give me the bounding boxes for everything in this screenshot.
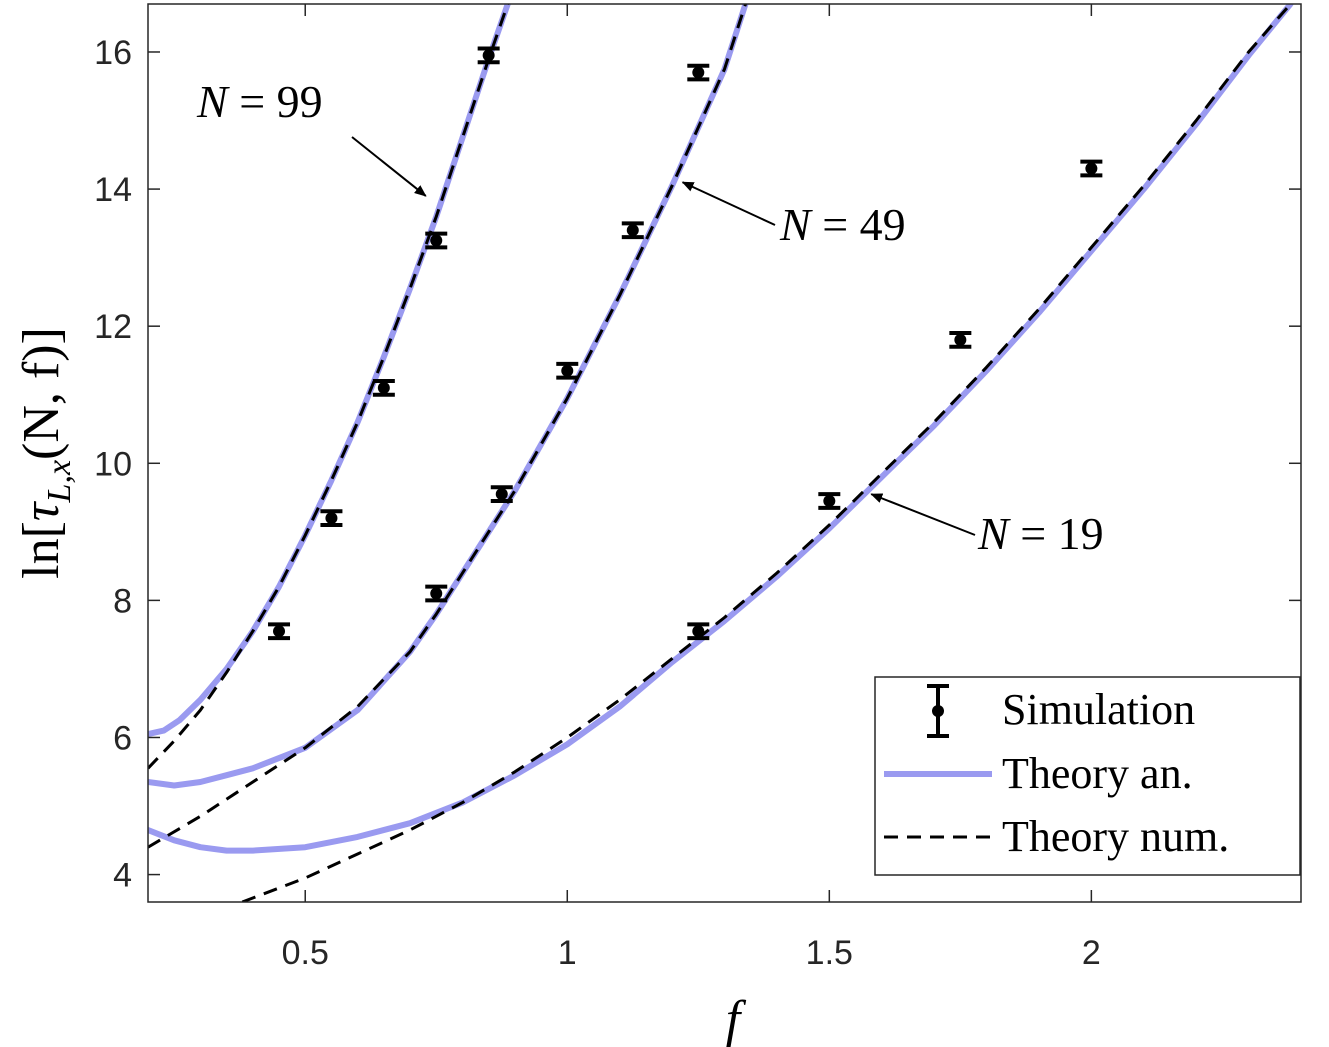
x-tick-label: 1 — [558, 934, 577, 972]
y-label-args: (N, f)] — [13, 327, 70, 460]
annotation-arrow-3 — [870, 493, 976, 536]
simulation-layer — [268, 46, 1103, 641]
theory-num-line-n19 — [241, 4, 1292, 902]
simulation-point-n99 — [372, 379, 395, 397]
simulation-point-n99 — [268, 622, 291, 641]
simulation-point-n49 — [425, 584, 448, 603]
series-layer — [148, 4, 1294, 902]
tick-layer: 0.5 1 1.5 2 4 6 8 10 12 14 16 — [94, 4, 1301, 972]
simulation-point-n19 — [949, 331, 972, 349]
simulation-point-n19 — [818, 492, 841, 510]
simulation-point-n49 — [490, 485, 513, 503]
y-tick-label: 12 — [94, 308, 132, 346]
legend-label-theory-num: Theory num. — [1002, 812, 1229, 861]
y-label-subscript: L,x — [41, 460, 78, 504]
annotation-arrow-1 — [351, 136, 427, 197]
y-axis-label: ln[τL,x(N, f)] — [13, 327, 78, 579]
y-tick-label: 8 — [113, 582, 132, 620]
simulation-point-n49 — [556, 361, 579, 380]
theory-num-line-n49 — [148, 4, 747, 849]
annotation-label-1: N = 99 — [196, 76, 323, 127]
plot-frame — [147, 3, 1302, 903]
simulation-point-n99 — [477, 46, 500, 65]
y-tick-label: 4 — [113, 857, 132, 895]
simulation-point-n49 — [687, 63, 710, 82]
legend-label-theory-an: Theory an. — [1002, 749, 1193, 798]
legend: Simulation Theory an. Theory num. — [874, 676, 1301, 876]
x-tick-label: 0.5 — [282, 934, 329, 972]
y-label-prefix: ln[ — [13, 521, 70, 579]
y-tick-label: 6 — [113, 719, 132, 757]
y-label-tau: τ — [13, 500, 70, 521]
x-axis-label: f — [726, 991, 747, 1047]
annotation-label-3: N = 19 — [977, 508, 1104, 559]
annotation-layer: N = 99 N = 49 N = 19 — [196, 76, 1104, 559]
x-tick-label: 2 — [1082, 934, 1101, 972]
theory-num-line-n99 — [148, 4, 510, 770]
y-tick-label: 16 — [94, 34, 132, 72]
simulation-point-n99 — [425, 231, 448, 250]
legend-label-simulation: Simulation — [1002, 685, 1195, 734]
x-tick-label: 1.5 — [806, 934, 853, 972]
simulation-point-n99 — [320, 509, 343, 527]
theory-an-line-n19 — [148, 4, 1294, 854]
legend-marker-simulation — [927, 684, 949, 738]
simulation-point-n19 — [1080, 159, 1103, 178]
annotation-label-2: N = 49 — [779, 199, 906, 250]
annotation-arrow-2 — [681, 181, 776, 226]
y-tick-label: 10 — [94, 445, 132, 483]
simulation-point-n49 — [621, 221, 644, 240]
y-tick-label: 14 — [94, 171, 132, 209]
simulation-point-n19 — [687, 622, 710, 641]
